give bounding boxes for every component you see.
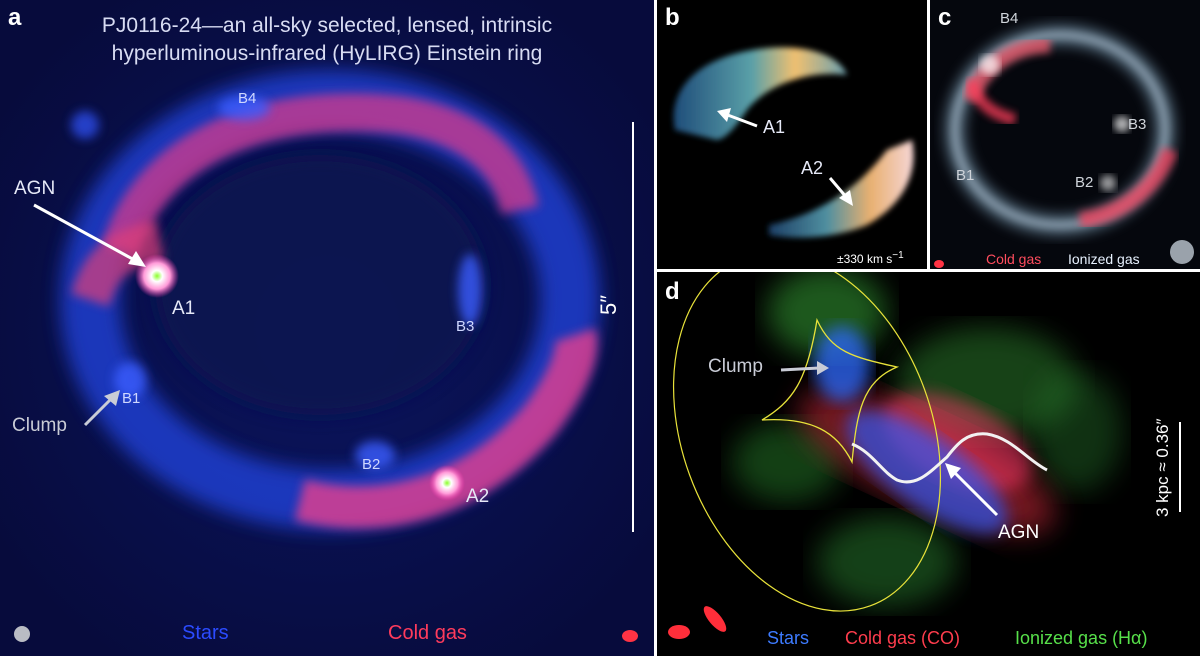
- label-b2: B2: [362, 456, 381, 473]
- label-agn: AGN: [14, 178, 56, 199]
- critical-curve: [851, 432, 1048, 484]
- panel-a-title-line1: PJ0116-24—an all-sky selected, lensed, i…: [101, 14, 553, 37]
- panel-a: a PJ0116-24—an all-sky selected, lensed,…: [0, 0, 654, 656]
- divider-horizontal: [657, 269, 1200, 272]
- label-b3-c: B3: [1128, 116, 1147, 133]
- caustic-ellipse: [672, 272, 942, 612]
- velocity-map-image: [673, 47, 914, 238]
- label-clump-d: Clump: [708, 356, 763, 377]
- label-b1: B1: [122, 390, 141, 407]
- agn-arrow-d: [951, 469, 999, 517]
- caustic-astroid: [761, 317, 900, 465]
- a1-core: [135, 254, 179, 298]
- clump-zoom-image: [668, 272, 1181, 639]
- legend-stars-d: Stars: [767, 628, 810, 648]
- panel-b: b A1 A2 ±330 km s−1: [657, 0, 927, 269]
- scale-label-3kpc: 3 kpc ≈ 0.36″: [1153, 418, 1172, 517]
- panel-label-d: d: [665, 278, 680, 305]
- a2-core: [429, 465, 465, 501]
- label-a1-b: A1: [763, 117, 786, 137]
- halpha-beam-marker-d: [703, 606, 727, 632]
- scale-label-5arcsec: 5″: [596, 294, 621, 315]
- label-b1-c: B1: [956, 167, 975, 184]
- divider-vertical-top: [927, 0, 930, 269]
- legend-cold-gas: Cold gas: [388, 622, 467, 644]
- a1-arrow: [724, 112, 758, 128]
- einstein-ring-image: [0, 0, 654, 656]
- psf-beam-marker-c: [1170, 240, 1194, 264]
- clump-arrow: [83, 396, 114, 427]
- label-b2-c: B2: [1075, 174, 1094, 191]
- divider-vertical-main: [654, 0, 657, 656]
- clump-arrow-d: [780, 366, 820, 372]
- label-agn-d: AGN: [998, 522, 1040, 543]
- gas-ring-image: [934, 24, 1194, 268]
- panel-a-title-line2: hyperluminous-infrared (HyLIRG) Einstein…: [111, 42, 543, 65]
- legend-ionized-gas-c: Ionized gas: [1068, 251, 1140, 267]
- label-a2-b: A2: [801, 158, 824, 178]
- co-beam-marker: [622, 630, 638, 642]
- panel-label-c: c: [938, 4, 952, 31]
- label-b3: B3: [456, 318, 475, 335]
- label-a1: A1: [172, 298, 196, 319]
- agn-arrow: [33, 203, 139, 264]
- label-b4: B4: [238, 90, 257, 107]
- velocity-range-label: ±330 km s−1: [837, 250, 904, 266]
- label-b4-c: B4: [1000, 10, 1019, 27]
- psf-beam-marker: [14, 626, 30, 642]
- co-beam-marker-d: [668, 625, 690, 639]
- co-beam-marker-c: [934, 260, 944, 268]
- label-clump: Clump: [12, 415, 67, 436]
- panel-d: d Clump AGN 3 kpc ≈ 0.36″ Stars Cold gas…: [657, 272, 1200, 656]
- panel-label-a: a: [8, 4, 22, 31]
- legend-cold-gas-c: Cold gas: [986, 251, 1042, 267]
- legend-ionized-gas-d: Ionized gas (Hα): [1015, 628, 1148, 648]
- legend-stars: Stars: [182, 622, 229, 644]
- label-a2: A2: [466, 486, 490, 507]
- legend-cold-gas-d: Cold gas (CO): [845, 628, 961, 648]
- panel-c: c B4 B1 B2 B3 Cold gas Ionized gas: [930, 0, 1200, 269]
- panel-label-b: b: [665, 4, 680, 31]
